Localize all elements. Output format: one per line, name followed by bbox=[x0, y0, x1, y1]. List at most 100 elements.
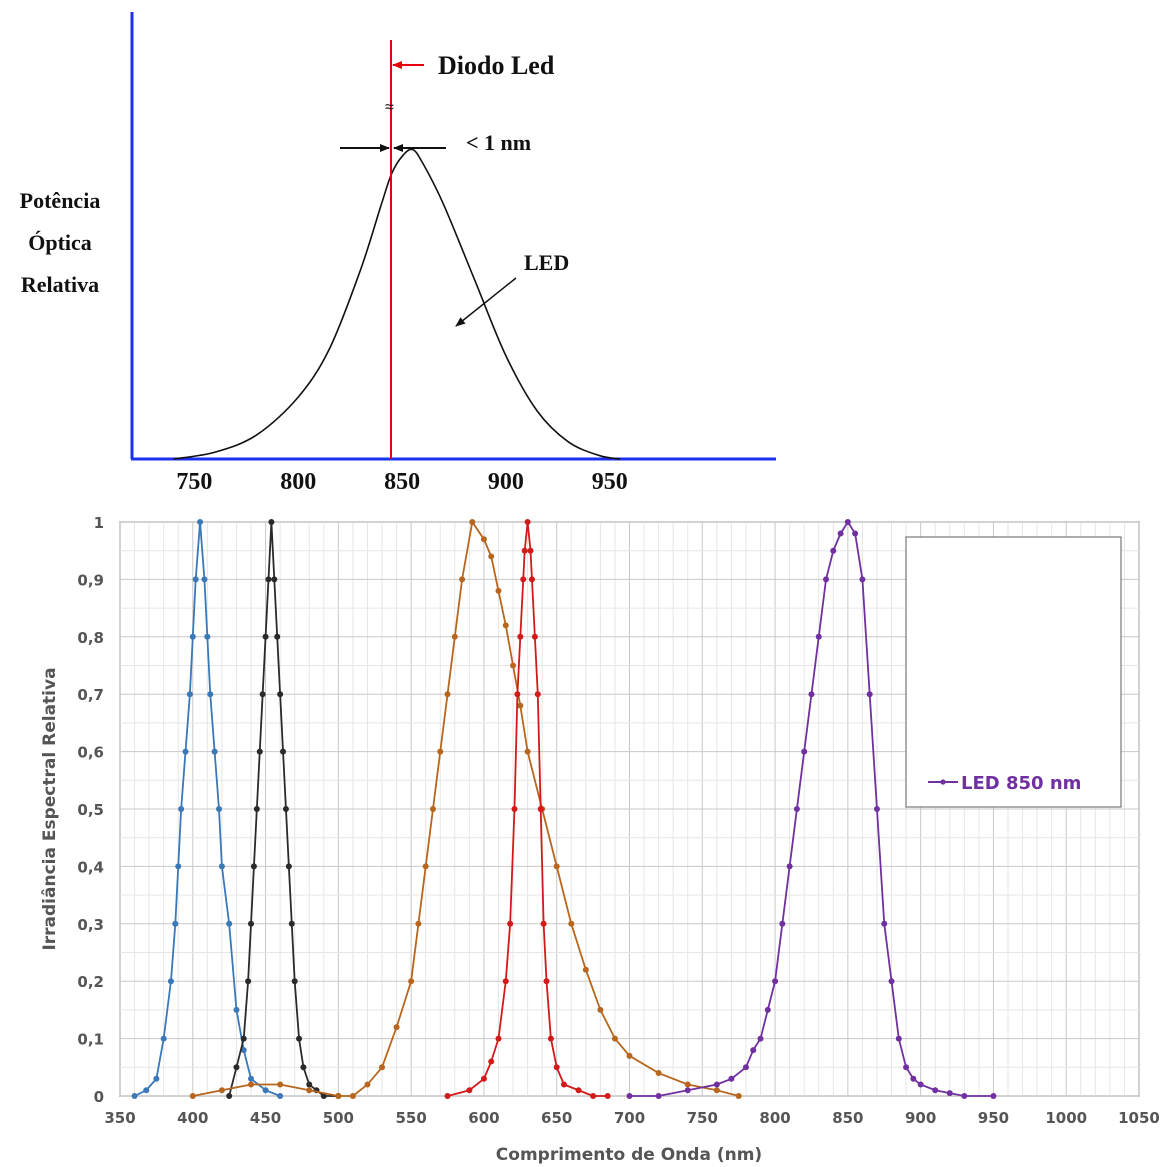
data-point bbox=[495, 587, 502, 594]
data-point bbox=[274, 633, 281, 640]
data-point bbox=[801, 748, 808, 755]
data-point bbox=[888, 978, 895, 985]
data-point bbox=[543, 978, 550, 985]
data-point bbox=[511, 806, 518, 812]
data-point bbox=[713, 1087, 720, 1094]
data-point bbox=[285, 863, 292, 870]
legend-swatch-marker bbox=[940, 779, 946, 785]
x-tick-label: 750 bbox=[687, 1109, 718, 1127]
data-point bbox=[808, 691, 815, 698]
data-point bbox=[282, 806, 289, 812]
x-tick-label: 500 bbox=[323, 1109, 354, 1127]
linewidth-label: < 1 nm bbox=[466, 130, 531, 155]
data-point bbox=[830, 547, 837, 554]
data-point bbox=[215, 806, 222, 812]
data-point bbox=[750, 1047, 757, 1054]
y-label-line: Relativa bbox=[21, 272, 99, 297]
x-tick-label: 650 bbox=[541, 1109, 572, 1127]
data-point bbox=[192, 576, 199, 583]
data-point bbox=[626, 1093, 633, 1099]
data-point bbox=[604, 1093, 611, 1099]
data-point bbox=[684, 1081, 691, 1088]
data-point bbox=[218, 863, 225, 870]
data-point bbox=[517, 633, 524, 640]
data-point bbox=[189, 1093, 196, 1099]
x-tick-label: 1000 bbox=[1045, 1109, 1087, 1127]
data-point bbox=[626, 1052, 633, 1059]
data-point bbox=[772, 978, 779, 985]
x-tick-label: 950 bbox=[978, 1109, 1009, 1127]
data-point bbox=[160, 1035, 167, 1042]
data-point bbox=[524, 519, 531, 525]
data-point bbox=[240, 1035, 247, 1042]
x-tick-label: 400 bbox=[177, 1109, 208, 1127]
data-point bbox=[444, 1093, 451, 1099]
data-point bbox=[178, 806, 185, 812]
y-tick-label: 0,5 bbox=[77, 801, 104, 819]
data-point bbox=[211, 748, 218, 755]
data-point bbox=[167, 978, 174, 985]
series-line-4 bbox=[629, 520, 994, 1097]
data-point bbox=[540, 920, 547, 927]
data-point bbox=[422, 863, 429, 870]
y-label-line: Óptica bbox=[28, 230, 92, 255]
data-point bbox=[527, 547, 534, 554]
led-spectrum-curve bbox=[173, 148, 621, 460]
data-point bbox=[873, 806, 880, 812]
data-point bbox=[131, 1093, 138, 1099]
y-tick-label: 0,2 bbox=[77, 973, 104, 991]
y-label-line: Potência bbox=[20, 188, 101, 213]
data-point bbox=[379, 1064, 386, 1071]
data-point bbox=[534, 691, 541, 698]
data-point bbox=[684, 1087, 691, 1094]
y-tick-label: 1 bbox=[94, 514, 104, 532]
data-point bbox=[300, 1064, 307, 1071]
data-point bbox=[547, 1035, 554, 1042]
data-point bbox=[507, 920, 514, 927]
data-point bbox=[575, 1087, 582, 1094]
data-point bbox=[815, 633, 822, 640]
data-point bbox=[946, 1090, 953, 1097]
x-tick-label: 950 bbox=[592, 469, 628, 495]
data-point bbox=[990, 1093, 997, 1099]
x-tick-label: 600 bbox=[468, 1109, 499, 1127]
data-point bbox=[197, 519, 204, 525]
data-point bbox=[568, 920, 575, 927]
data-point bbox=[240, 1047, 247, 1054]
data-point bbox=[469, 519, 476, 525]
data-point bbox=[553, 863, 560, 870]
x-tick-label: 450 bbox=[250, 1109, 281, 1127]
data-point bbox=[510, 662, 517, 669]
data-point bbox=[590, 1093, 597, 1099]
data-point bbox=[524, 748, 531, 755]
data-point bbox=[823, 576, 830, 583]
data-point bbox=[910, 1075, 917, 1082]
data-point bbox=[502, 622, 509, 629]
data-point bbox=[306, 1087, 313, 1094]
led-pointer-arrow bbox=[455, 277, 517, 327]
data-point bbox=[256, 748, 263, 755]
data-point bbox=[226, 920, 233, 927]
data-point bbox=[742, 1064, 749, 1071]
legend-box bbox=[905, 536, 1122, 808]
data-point bbox=[451, 633, 458, 640]
data-point bbox=[207, 691, 214, 698]
data-point bbox=[495, 1035, 502, 1042]
data-point bbox=[528, 576, 535, 583]
data-point bbox=[903, 1064, 910, 1071]
data-point bbox=[201, 576, 208, 583]
data-point bbox=[280, 748, 287, 755]
data-point bbox=[262, 1087, 269, 1094]
axis-break-mark: ≈ bbox=[385, 99, 394, 116]
data-point bbox=[961, 1093, 968, 1099]
data-point bbox=[253, 806, 260, 812]
data-point bbox=[296, 1035, 303, 1042]
data-point bbox=[895, 1035, 902, 1042]
x-tick-label: 800 bbox=[759, 1109, 790, 1127]
data-point bbox=[611, 1035, 618, 1042]
data-point bbox=[262, 633, 269, 640]
data-point bbox=[779, 920, 786, 927]
data-point bbox=[186, 691, 193, 698]
data-point bbox=[655, 1070, 662, 1077]
x-tick-label: 850 bbox=[384, 469, 420, 495]
